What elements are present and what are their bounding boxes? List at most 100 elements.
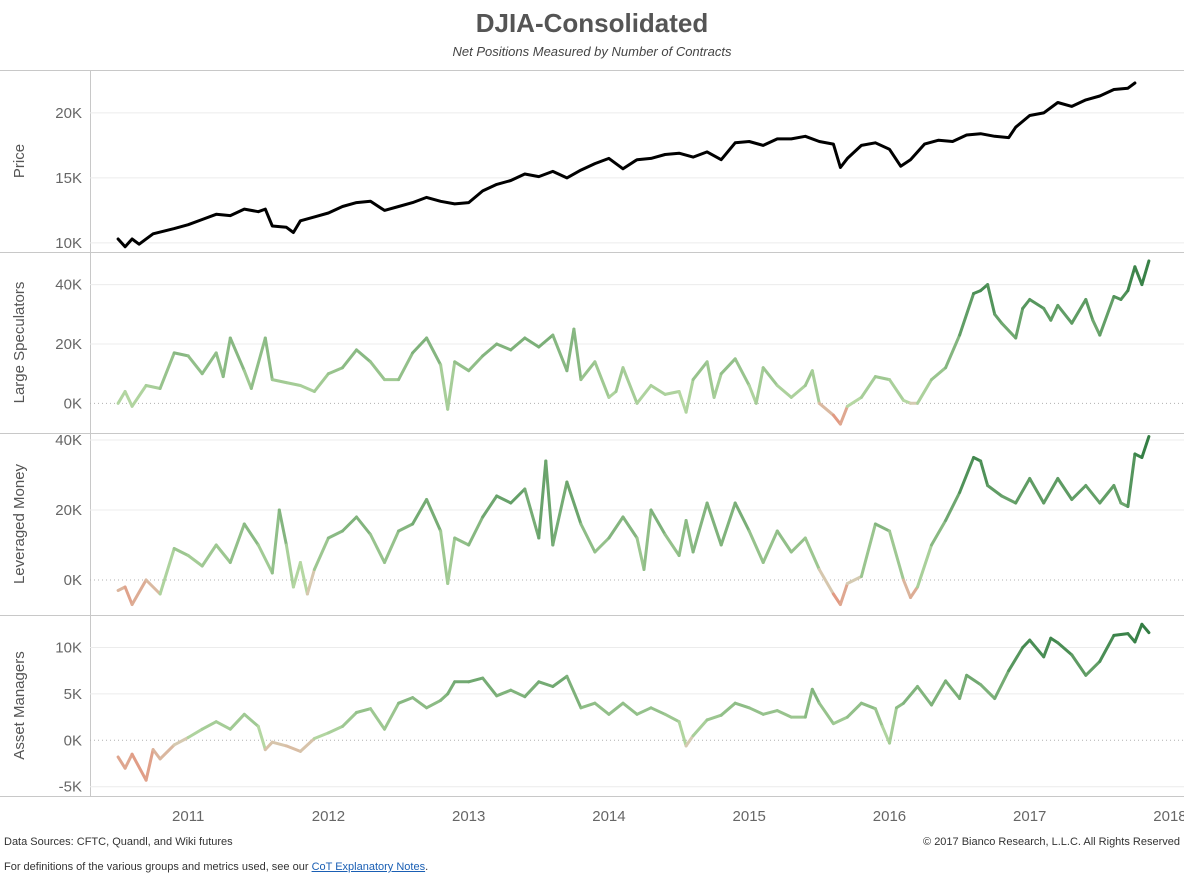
series-segment-leveraged-money-50 <box>691 501 709 554</box>
series-segment-large-speculators-79 <box>1014 306 1025 340</box>
series-segment-leveraged-money-87 <box>1140 435 1151 459</box>
series-segment-asset-managers-62 <box>880 724 891 745</box>
series-segment-leveraged-money-36 <box>537 459 548 540</box>
series-segment-asset-managers-21 <box>355 707 372 714</box>
series-segment-leveraged-money-78 <box>1042 477 1060 505</box>
series-segment-large-speculators-33 <box>509 336 527 352</box>
series-segment-large-speculators-85 <box>1070 298 1088 325</box>
series-segment-leveraged-money-70 <box>944 491 962 522</box>
series-segment-leveraged-money-60 <box>831 592 842 606</box>
series-segment-asset-managers-6 <box>158 743 176 761</box>
series-segment-leveraged-money-85 <box>1126 452 1137 508</box>
series-segment-asset-managers-5 <box>151 748 162 761</box>
series-segment-large-speculators-11 <box>228 336 246 373</box>
series-segment-leveraged-money-10 <box>228 522 246 564</box>
series-segment-leveraged-money-31 <box>467 515 485 547</box>
series-segment-leveraged-money-46 <box>649 508 667 536</box>
series-segment-leveraged-money-28 <box>439 529 450 585</box>
series-segment-asset-managers-33 <box>509 688 527 699</box>
series-segment-large-speculators-81 <box>1028 298 1046 310</box>
series-segment-large-speculators-10 <box>221 336 232 379</box>
series-segment-asset-managers-12 <box>242 712 260 728</box>
series-segment-leveraged-money-11 <box>242 522 260 547</box>
series-segment-large-speculators-86 <box>1084 298 1095 322</box>
series-segment-large-speculators-66 <box>873 375 891 382</box>
series-segment-large-speculators-55 <box>754 366 765 405</box>
series-segment-asset-managers-72 <box>993 669 1011 700</box>
series-segment-asset-managers-38 <box>579 701 597 710</box>
series-segment-asset-managers-26 <box>425 698 443 710</box>
series-segment-large-speculators-71 <box>930 366 948 382</box>
y-tick-label-asset-managers-1: 0K <box>64 732 82 749</box>
y-axis-label-price: Price <box>11 144 28 178</box>
series-segment-leveraged-money-22 <box>355 515 372 536</box>
y-tick-label-leveraged-money-2: 40K <box>55 432 82 449</box>
series-segment-leveraged-money-18 <box>305 568 316 596</box>
series-segment-asset-managers-13 <box>256 724 267 752</box>
x-tick-label-2014: 2014 <box>592 808 625 825</box>
series-segment-large-speculators-25 <box>411 336 429 355</box>
series-segment-large-speculators-49 <box>691 360 709 382</box>
series-segment-leveraged-money-48 <box>677 519 688 557</box>
series-segment-large-speculators-21 <box>355 348 372 364</box>
series-segment-large-speculators-45 <box>649 384 667 396</box>
series-segment-leveraged-money-80 <box>1070 484 1088 501</box>
y-tick-label-large-speculators-2: 40K <box>55 277 82 294</box>
series-segment-asset-managers-66 <box>916 685 933 707</box>
series-segment-large-speculators-18 <box>312 372 330 393</box>
series-segment-large-speculators-7 <box>186 354 204 376</box>
series-segment-asset-managers-3 <box>130 752 148 782</box>
cot-notes-link[interactable]: CoT Explanatory Notes <box>311 861 426 873</box>
series-segment-asset-managers-53 <box>775 709 793 719</box>
x-tick-label-2011: 2011 <box>172 808 204 825</box>
series-segment-leveraged-money-79 <box>1056 477 1074 501</box>
series-segment-leveraged-money-13 <box>270 508 281 575</box>
series-segment-asset-managers-32 <box>495 688 513 698</box>
series-segment-asset-managers-82 <box>1112 632 1130 637</box>
series-segment-large-speculators-38 <box>572 327 583 382</box>
y-tick-label-price-1: 15K <box>55 170 82 187</box>
x-tick-label-2017: 2017 <box>1013 808 1046 825</box>
series-segment-asset-managers-50 <box>733 701 751 710</box>
series-segment-leveraged-money-15 <box>284 543 295 589</box>
series-segment-asset-managers-59 <box>845 701 863 719</box>
y-tick-label-price-0: 10K <box>55 235 82 252</box>
x-tick-label-2015: 2015 <box>733 808 766 825</box>
series-segment-large-speculators-30 <box>467 354 485 373</box>
series-segment-large-speculators-87 <box>1091 318 1102 337</box>
series-segment-asset-managers-76 <box>1042 636 1053 659</box>
series-segment-leveraged-money-20 <box>326 529 344 540</box>
series-segment-asset-managers-15 <box>270 740 288 748</box>
series-segment-large-speculators-72 <box>944 333 962 370</box>
series-segment-large-speculators-26 <box>425 336 443 367</box>
series-segment-large-speculators-65 <box>859 375 877 399</box>
series-segment-asset-managers-69 <box>958 673 969 700</box>
chart-area: 10K 15K 20K Price 0K 20K 40K Large Speculators 0… <box>0 70 1184 825</box>
y-tick-label-asset-managers-0: -5K <box>59 779 82 796</box>
series-segment-large-speculators-57 <box>775 384 793 399</box>
series-segment-large-speculators-20 <box>341 348 358 370</box>
series-segment-leveraged-money-14 <box>277 508 288 547</box>
series-segment-large-speculators-78 <box>1000 321 1018 340</box>
series-segment-large-speculators-17 <box>298 384 316 393</box>
series-segment-leveraged-money-52 <box>719 501 737 547</box>
series-segment-leveraged-money-45 <box>642 508 653 571</box>
series-segment-leveraged-money-66 <box>902 578 912 599</box>
series-segment-large-speculators-48 <box>684 378 695 414</box>
y-tick-label-asset-managers-3: 10K <box>55 639 82 656</box>
series-segment-leveraged-money-3 <box>130 578 148 606</box>
series-segment-leveraged-money-23 <box>369 533 386 564</box>
y-axis-label-asset-managers: Asset Managers <box>11 651 28 759</box>
x-tick-label-2018: 2018 <box>1153 808 1184 825</box>
series-segment-large-speculators-64 <box>845 395 863 408</box>
series-segment-large-speculators-15 <box>270 378 288 385</box>
series-segment-large-speculators-43 <box>621 366 639 405</box>
series-segment-large-speculators-8 <box>200 351 218 376</box>
series-segment-asset-managers-8 <box>186 727 204 739</box>
series-segment-leveraged-money-30 <box>453 536 471 547</box>
series-segment-leveraged-money-59 <box>817 568 835 596</box>
series-segment-large-speculators-2 <box>123 390 134 408</box>
series-segment-large-speculators-40 <box>593 360 611 399</box>
series-segment-leveraged-money-25 <box>397 522 415 533</box>
y-tick-label-large-speculators-1: 20K <box>55 336 82 353</box>
